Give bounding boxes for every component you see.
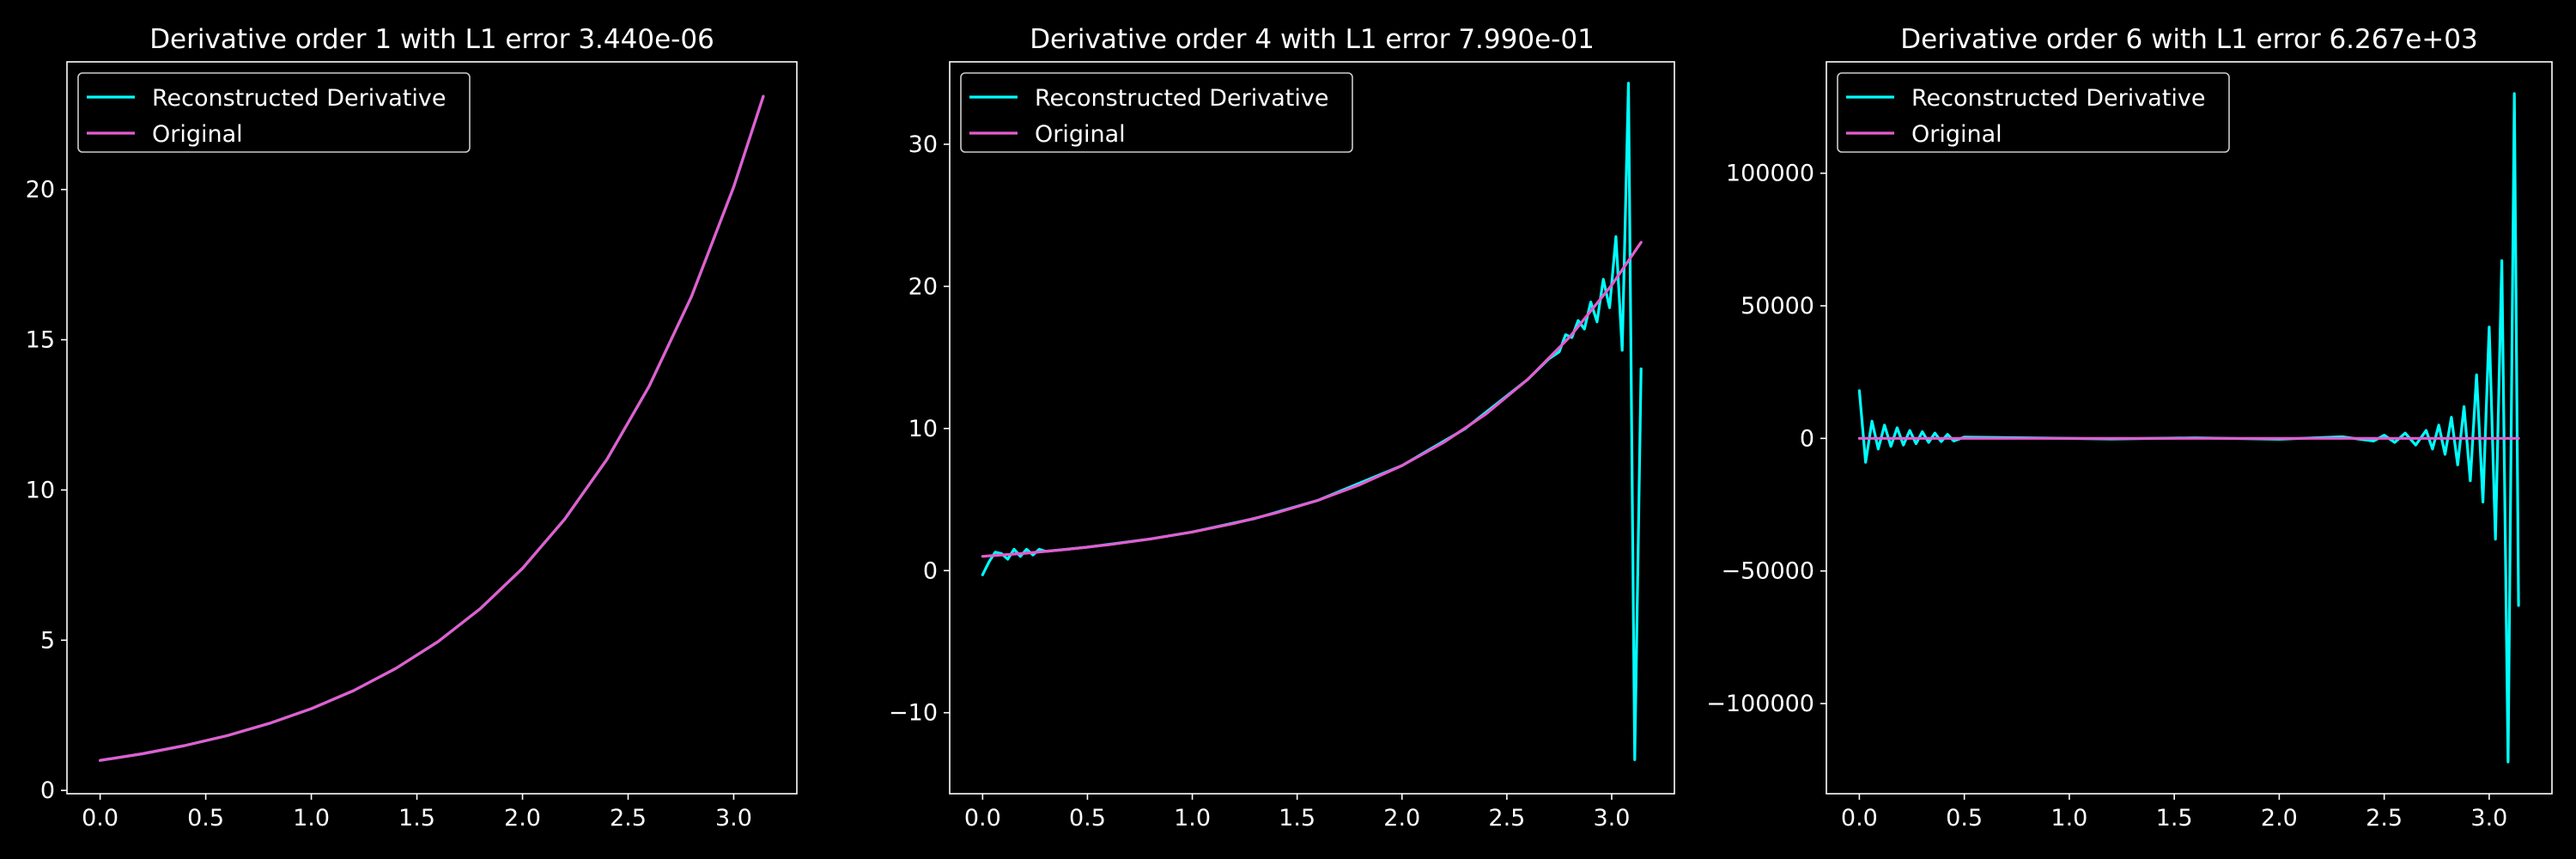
legend-label: Original [1035, 121, 1126, 148]
x-tick-label: 2.0 [1383, 805, 1420, 832]
y-tick-label: 10 [26, 477, 55, 503]
y-tick-label: −100000 [1706, 691, 1814, 717]
legend: Reconstructed Derivative Original [77, 72, 471, 153]
chart-title: Derivative order 6 with L1 error 6.267e+… [1900, 24, 2477, 55]
y-tick-label: 5 [40, 627, 55, 654]
series-line-reconstructed-derivative [1857, 92, 2520, 764]
chart-title: Derivative order 4 with L1 error 7.990e-… [1030, 24, 1595, 55]
legend-label: Original [1911, 121, 2002, 148]
legend: Reconstructed Derivative Original [960, 72, 1353, 153]
y-tick-label: 20 [26, 177, 55, 204]
x-tick-label: 0.5 [1069, 805, 1106, 832]
legend-label: Original [152, 121, 243, 148]
legend: Reconstructed Derivative Original [1837, 72, 2230, 153]
x-tick-label: 3.0 [2470, 805, 2507, 832]
legend-label: Reconstructed Derivative [152, 85, 446, 112]
x-tick-label: 1.5 [2156, 805, 2193, 832]
x-tick-label: 2.0 [504, 805, 541, 832]
y-tick-label: −10 [889, 700, 938, 727]
series-line-original [98, 94, 765, 762]
x-tick-label: 1.0 [2050, 805, 2087, 832]
y-tick-label: 0 [40, 777, 55, 804]
axes-frame [1826, 61, 2553, 795]
y-tick-label: 15 [26, 327, 55, 354]
series-line-reconstructed-derivative [98, 94, 765, 762]
y-tick-label: 0 [1800, 425, 1814, 452]
x-tick-label: 0.5 [187, 805, 224, 832]
x-tick-label: 2.5 [1488, 805, 1525, 832]
x-tick-label: 0.0 [1841, 805, 1878, 832]
x-tick-label: 1.5 [398, 805, 435, 832]
x-tick-label: 1.5 [1279, 805, 1315, 832]
x-tick-label: 1.0 [1174, 805, 1211, 832]
x-tick-label: 0.0 [82, 805, 118, 832]
series-line-original [981, 241, 1643, 558]
axes-frame [66, 61, 798, 795]
x-tick-label: 3.0 [1594, 805, 1631, 832]
chart-1: Derivative order 1 with L1 error 3.440e-… [26, 24, 798, 832]
chart-title: Derivative order 1 with L1 error 3.440e-… [149, 24, 714, 55]
y-tick-label: 100000 [1726, 161, 1814, 187]
legend-box [77, 72, 471, 153]
x-tick-label: 1.0 [293, 805, 330, 832]
chart-2: Derivative order 4 with L1 error 7.990e-… [889, 24, 1675, 832]
series-group [1857, 92, 2520, 764]
y-tick-label: −50000 [1721, 558, 1814, 585]
legend-label: Reconstructed Derivative [1035, 85, 1328, 112]
x-tick-label: 2.0 [2261, 805, 2298, 832]
y-tick-label: 50000 [1741, 293, 1814, 320]
series-group [981, 82, 1643, 761]
x-tick-label: 0.0 [964, 805, 1001, 832]
legend-label: Reconstructed Derivative [1911, 85, 2205, 112]
x-tick-label: 2.5 [2366, 805, 2403, 832]
series-group [98, 94, 765, 762]
legend-box [1837, 72, 2230, 153]
x-tick-label: 3.0 [715, 805, 752, 832]
y-tick-label: 30 [908, 131, 938, 158]
y-tick-label: 20 [908, 273, 938, 300]
y-tick-label: 0 [923, 557, 938, 584]
x-tick-label: 0.5 [1946, 805, 1983, 832]
y-tick-label: 10 [908, 416, 938, 442]
axes-frame [949, 61, 1675, 795]
series-line-reconstructed-derivative [981, 82, 1643, 761]
chart-3: Derivative order 6 with L1 error 6.267e+… [1706, 24, 2553, 832]
x-tick-label: 2.5 [610, 805, 647, 832]
legend-box [960, 72, 1353, 153]
